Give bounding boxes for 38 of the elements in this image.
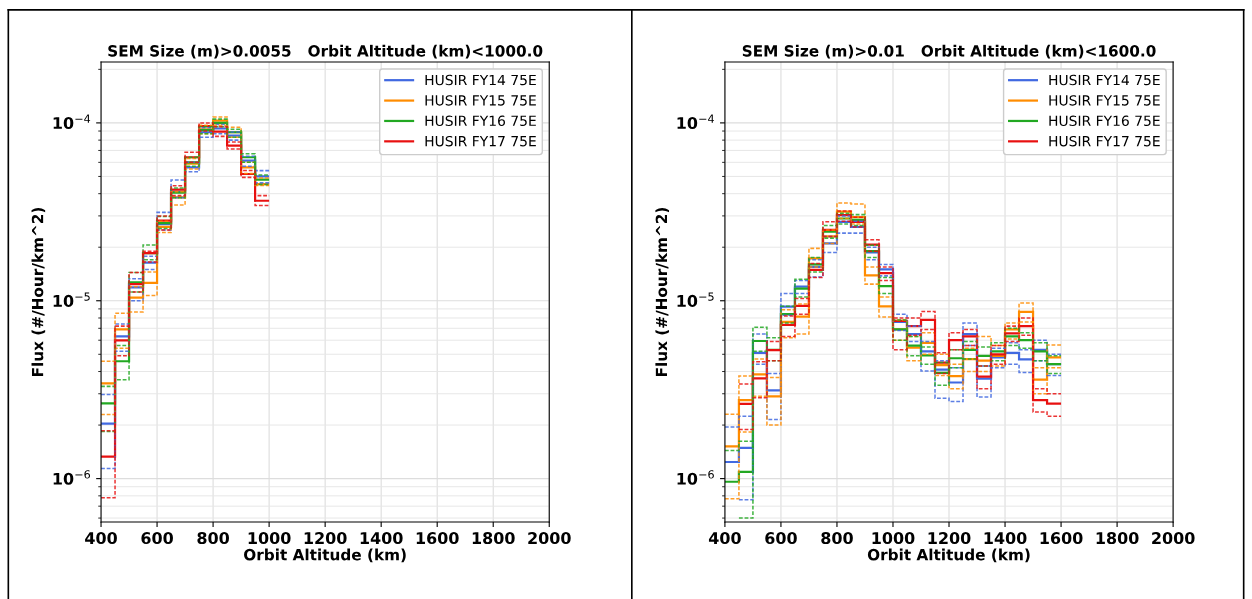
- x-tick-label: 1600: [416, 532, 459, 545]
- y-tick-label: 10$^{−4}$: [677, 114, 714, 130]
- x-tick-label: 600: [141, 532, 173, 545]
- x-tick-label: 400: [85, 532, 117, 545]
- y-tick-label: 10$^{−5}$: [677, 292, 714, 307]
- x-tick-label: 1800: [472, 532, 515, 545]
- x-tick-label: 800: [197, 532, 229, 545]
- x-axis-title: Orbit Altitude (km): [867, 548, 1030, 563]
- x-axis-title: Orbit Altitude (km): [244, 548, 406, 563]
- x-tick-label: 600: [765, 532, 797, 545]
- x-tick-label: 1200: [928, 532, 971, 545]
- x-tick-label: 1200: [304, 532, 347, 545]
- x-tick-label: 1400: [360, 532, 403, 545]
- legend-label: HUSIR FY15 75E: [1049, 95, 1160, 106]
- legend-label: HUSIR FY14 75E: [425, 74, 536, 86]
- legend-label: HUSIR FY16 75E: [1049, 115, 1160, 127]
- y-axis-title: Flux (#/Hour/km^2): [31, 207, 46, 377]
- x-tick-label: 1000: [248, 532, 291, 545]
- x-tick-label: 1400: [984, 532, 1027, 545]
- y-tick-label: 10$^{−6}$: [677, 470, 714, 485]
- y-tick-label: 10$^{−6}$: [53, 470, 91, 485]
- x-tick-label: 800: [821, 532, 853, 545]
- x-tick-label: 400: [708, 532, 741, 545]
- legend-label: HUSIR FY17 75E: [1049, 135, 1160, 147]
- x-tick-label: 2000: [528, 532, 571, 545]
- x-tick-label: 1800: [1096, 532, 1139, 545]
- x-tick-label: 2000: [1152, 532, 1195, 545]
- y-axis-title: Flux (#/Hour/km^2): [655, 207, 670, 377]
- legend-label: HUSIR FY16 75E: [425, 115, 536, 127]
- x-tick-label: 1600: [1040, 532, 1083, 545]
- y-tick-label: 10$^{−4}$: [53, 114, 91, 130]
- chart-title: SEM Size (m)>0.0055 Orbit Altitude (km)<1000.0: [108, 44, 543, 59]
- legend-label: HUSIR FY15 75E: [425, 95, 536, 106]
- legend-label: HUSIR FY17 75E: [425, 135, 536, 147]
- legend-label: HUSIR FY14 75E: [1049, 74, 1160, 86]
- x-tick-label: 1000: [872, 532, 915, 545]
- y-tick-label: 10$^{−5}$: [53, 292, 90, 307]
- chart-title: SEM Size (m)>0.01 Orbit Altitude (km)<1600.0: [742, 44, 1156, 59]
